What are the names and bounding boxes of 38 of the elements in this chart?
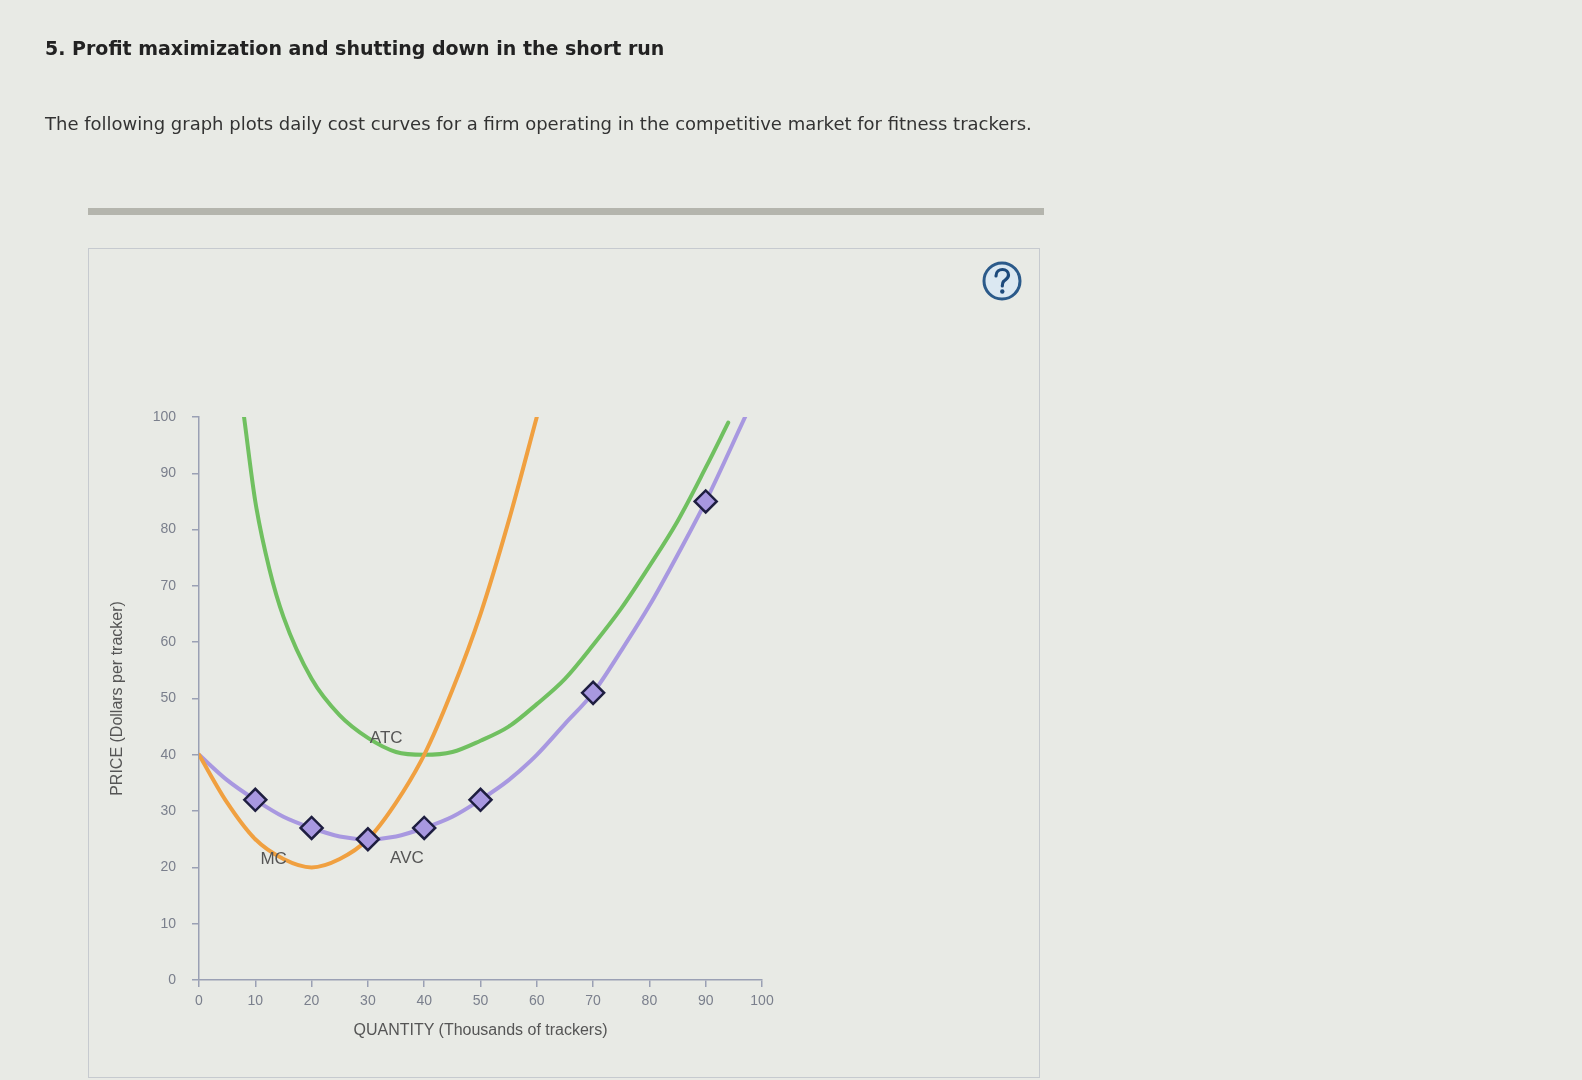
x-tick-label: 10 <box>247 992 264 1009</box>
y-tick-label: 80 <box>160 520 177 537</box>
y-tick-label: 50 <box>160 689 177 706</box>
chart-title: 5. Profit maximization and shutting down in the short run <box>45 37 665 59</box>
point <box>468 787 493 813</box>
line-series <box>199 417 539 870</box>
line-series <box>242 417 731 757</box>
x-tick-label: 40 <box>416 992 433 1009</box>
x-tick-label: 50 <box>472 992 489 1009</box>
x-tick-label: 70 <box>585 992 602 1009</box>
series-label: ATC <box>369 728 403 748</box>
point <box>355 827 381 852</box>
y-tick-label: 30 <box>160 801 177 818</box>
x-tick-label: 100 <box>750 992 774 1009</box>
point <box>411 815 437 841</box>
y-tick-label: 90 <box>160 464 177 481</box>
y-tick-label: 60 <box>160 633 177 650</box>
x-tick-label: 20 <box>303 992 320 1009</box>
y-tick-label: 100 <box>152 407 177 424</box>
x-tick-label: 60 <box>529 992 545 1009</box>
point <box>299 815 324 841</box>
point <box>693 489 718 514</box>
y-tick-label: 40 <box>160 745 177 762</box>
series-label: AVC <box>390 847 424 867</box>
point <box>243 787 268 813</box>
chart-subtitle: The following graph plots daily cost curves for a firm operating in the competitive market for fitness trackers. <box>45 113 1032 134</box>
y-axis-title: PRICE (Dollars per tracker) <box>108 601 126 796</box>
y-tick-label: 70 <box>160 576 177 593</box>
y-tick-label: 10 <box>160 914 177 931</box>
point <box>580 680 606 706</box>
x-tick-label: 0 <box>195 992 204 1009</box>
series-label: MC <box>260 849 287 869</box>
x-tick-label: 80 <box>641 992 658 1009</box>
y-tick-label: 0 <box>168 970 177 987</box>
x-axis-title: QUANTITY (Thousands of trackers) <box>353 1020 608 1038</box>
x-tick-label: 90 <box>697 992 714 1009</box>
y-tick-label: 20 <box>160 858 177 875</box>
x-tick-label: 30 <box>360 992 376 1009</box>
